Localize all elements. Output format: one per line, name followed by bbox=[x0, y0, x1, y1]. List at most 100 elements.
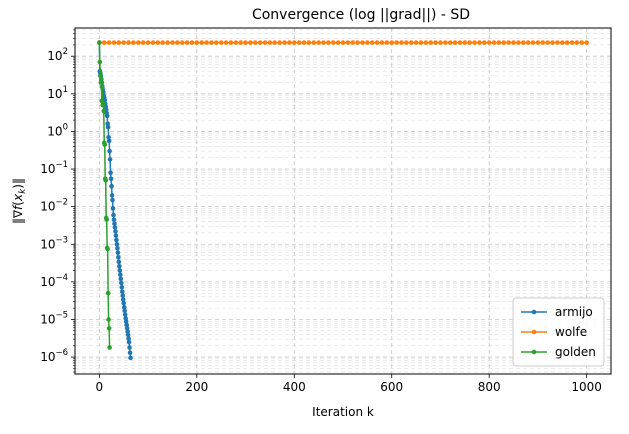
series-layer bbox=[97, 40, 589, 361]
data-point-golden bbox=[106, 317, 111, 322]
data-point-wolfe bbox=[243, 40, 248, 45]
y-tick-exponent: −2 bbox=[55, 198, 68, 208]
data-point-armijo bbox=[119, 289, 125, 294]
data-point-armijo bbox=[104, 113, 110, 119]
legend-swatch-marker bbox=[531, 349, 537, 355]
data-point-wolfe bbox=[296, 40, 302, 45]
data-point-golden bbox=[99, 84, 105, 90]
y-tick-base: 10 bbox=[40, 200, 55, 214]
series-golden bbox=[97, 40, 112, 350]
data-point-wolfe bbox=[170, 40, 175, 45]
data-point-armijo bbox=[111, 212, 116, 218]
data-point-wolfe bbox=[262, 40, 268, 45]
data-point-wolfe bbox=[559, 40, 565, 45]
data-point-wolfe bbox=[282, 40, 287, 45]
y-axis-label-paren-open: ( bbox=[11, 201, 25, 206]
x-tick-label: 200 bbox=[185, 380, 208, 394]
data-point-wolfe bbox=[467, 40, 472, 45]
legend-label: golden bbox=[555, 345, 596, 359]
data-point-wolfe bbox=[520, 40, 526, 45]
data-point-wolfe bbox=[257, 40, 263, 45]
y-tick-exponent: −6 bbox=[55, 348, 68, 358]
data-point-wolfe bbox=[404, 40, 409, 45]
data-point-wolfe bbox=[530, 40, 536, 45]
y-tick-label: 10−4 bbox=[40, 273, 68, 289]
data-point-wolfe bbox=[423, 40, 429, 45]
data-point-wolfe bbox=[394, 40, 399, 45]
y-tick-base: 10 bbox=[40, 162, 55, 176]
data-point-wolfe bbox=[140, 40, 146, 45]
data-point-wolfe bbox=[218, 40, 224, 45]
y-tick-base: 10 bbox=[40, 312, 55, 326]
data-point-armijo bbox=[109, 193, 115, 198]
legend-entry-armijo: armijo bbox=[521, 305, 593, 319]
data-point-armijo bbox=[113, 233, 119, 238]
y-axis-label-text: ‖∇f(xk)‖ bbox=[11, 178, 28, 224]
data-point-wolfe bbox=[277, 40, 282, 45]
plot-frame bbox=[74, 27, 612, 375]
x-tick-label: 800 bbox=[478, 380, 501, 394]
data-point-wolfe bbox=[511, 40, 516, 45]
y-tick-exponent: −4 bbox=[55, 273, 68, 283]
data-point-wolfe bbox=[267, 40, 273, 45]
data-point-armijo bbox=[127, 350, 133, 356]
data-point-wolfe bbox=[443, 40, 448, 45]
data-point-wolfe bbox=[252, 40, 258, 45]
data-point-armijo bbox=[125, 332, 131, 338]
data-point-wolfe bbox=[306, 40, 312, 45]
y-tick-base: 10 bbox=[47, 87, 62, 101]
data-point-wolfe bbox=[204, 40, 209, 45]
data-point-wolfe bbox=[413, 40, 419, 45]
data-point-wolfe bbox=[175, 40, 180, 45]
data-point-wolfe bbox=[564, 40, 570, 45]
data-point-wolfe bbox=[452, 40, 458, 45]
data-point-wolfe bbox=[418, 40, 424, 45]
y-axis-label-paren-close: )‖ bbox=[11, 178, 25, 189]
data-point-wolfe bbox=[550, 40, 555, 45]
data-point-golden bbox=[105, 246, 110, 252]
data-point-wolfe bbox=[379, 40, 385, 45]
data-point-armijo bbox=[110, 197, 115, 203]
legend-box bbox=[512, 297, 605, 367]
data-point-wolfe bbox=[360, 40, 365, 45]
data-point-wolfe bbox=[326, 40, 331, 45]
data-point-wolfe bbox=[535, 40, 541, 45]
y-tick-exponent: 1 bbox=[63, 85, 68, 95]
y-tick-label: 102 bbox=[47, 47, 68, 63]
data-point-wolfe bbox=[540, 40, 546, 45]
data-point-wolfe bbox=[179, 40, 185, 45]
data-point-armijo bbox=[121, 300, 127, 306]
data-point-wolfe bbox=[111, 40, 117, 45]
data-point-wolfe bbox=[555, 40, 560, 45]
data-point-golden bbox=[105, 290, 111, 296]
data-point-wolfe bbox=[321, 40, 326, 45]
grid-lines bbox=[75, 28, 611, 374]
data-point-wolfe bbox=[126, 40, 131, 45]
data-point-wolfe bbox=[301, 40, 307, 45]
data-point-wolfe bbox=[238, 40, 243, 45]
x-tick-label: 600 bbox=[380, 380, 403, 394]
data-point-golden bbox=[102, 142, 108, 147]
data-point-wolfe bbox=[209, 40, 214, 45]
data-point-armijo bbox=[111, 217, 117, 222]
data-point-wolfe bbox=[428, 40, 434, 45]
data-point-wolfe bbox=[457, 40, 463, 45]
data-point-wolfe bbox=[491, 40, 497, 45]
data-point-armijo bbox=[110, 206, 116, 211]
data-point-wolfe bbox=[155, 40, 161, 45]
legend-label: wolfe bbox=[555, 325, 587, 339]
data-point-golden bbox=[103, 178, 108, 183]
data-point-golden bbox=[97, 40, 102, 45]
y-tick-label: 10−6 bbox=[40, 348, 68, 364]
legend: armijo wolfe golden bbox=[512, 297, 605, 367]
data-point-armijo bbox=[114, 241, 120, 247]
data-point-wolfe bbox=[335, 40, 341, 45]
y-tick-exponent: −3 bbox=[55, 235, 68, 245]
data-point-wolfe bbox=[330, 40, 336, 45]
data-point-armijo bbox=[119, 284, 125, 290]
data-point-armijo bbox=[117, 268, 123, 273]
data-point-wolfe bbox=[340, 40, 346, 45]
data-point-golden bbox=[97, 59, 103, 65]
data-point-armijo bbox=[108, 176, 114, 182]
